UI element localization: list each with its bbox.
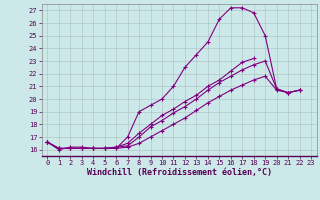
X-axis label: Windchill (Refroidissement éolien,°C): Windchill (Refroidissement éolien,°C) [87,168,272,177]
